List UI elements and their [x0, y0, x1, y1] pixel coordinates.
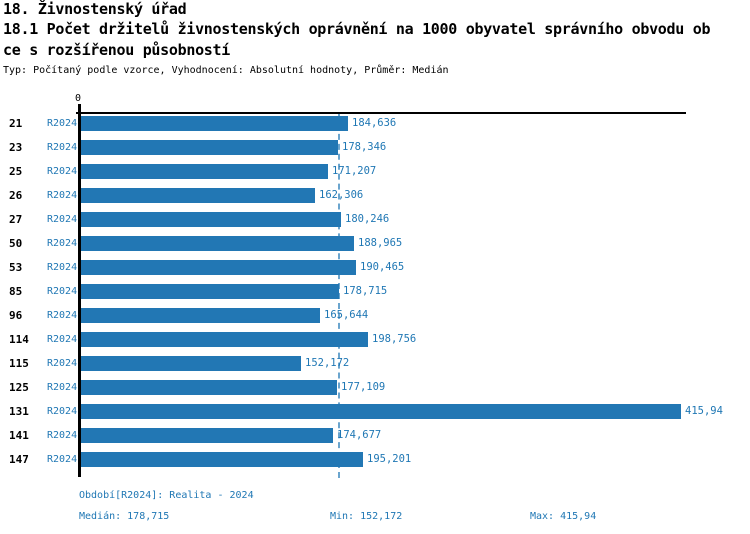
chart-row: 27 R2024 180,246	[0, 212, 750, 227]
series-period-label: R2024	[47, 358, 78, 369]
chart-row: 96 R2024 165,644	[0, 308, 750, 323]
chart-row: 141 R2024 174,677	[0, 428, 750, 443]
category-label: 85	[9, 285, 23, 298]
bar-value-label: 198,756	[372, 333, 417, 345]
bar-value-label: 171,207	[332, 165, 377, 177]
bar-value-label: 188,965	[358, 237, 403, 249]
bar-value-label: 162,306	[319, 189, 364, 201]
series-period-label: R2024	[47, 190, 78, 201]
x-axis-line	[76, 112, 686, 114]
bar[interactable]	[81, 452, 363, 467]
bar-value-label: 152,172	[305, 357, 350, 369]
chart-row: 114 R2024 198,756	[0, 332, 750, 347]
chart-row: 53 R2024 190,465	[0, 260, 750, 275]
series-period-label: R2024	[47, 238, 78, 249]
bar[interactable]	[81, 140, 338, 155]
category-label: 131	[9, 405, 29, 418]
category-label: 26	[9, 189, 23, 202]
series-period-label: R2024	[47, 166, 78, 177]
series-period-label: R2024	[47, 262, 78, 273]
bar[interactable]	[81, 308, 320, 323]
chart-subtitle-line1: 18.1 Počet držitelů živnostenských opráv…	[3, 20, 711, 38]
chart-row: 147 R2024 195,201	[0, 452, 750, 467]
series-period-label: R2024	[47, 430, 78, 441]
chart-row: 50 R2024 188,965	[0, 236, 750, 251]
series-period-label: R2024	[47, 142, 78, 153]
bar-value-label: 180,246	[345, 213, 390, 225]
category-label: 21	[9, 117, 23, 130]
bar[interactable]	[81, 260, 356, 275]
bar[interactable]	[81, 212, 341, 227]
chart-row: 115 R2024 152,172	[0, 356, 750, 371]
bar-value-label: 177,109	[341, 381, 386, 393]
category-label: 27	[9, 213, 23, 226]
chart-row: 23 R2024 178,346	[0, 140, 750, 155]
chart-row: 85 R2024 178,715	[0, 284, 750, 299]
x-axis-origin-label: 0	[75, 93, 82, 104]
max-summary-label: Max: 415,94	[530, 511, 597, 522]
bar[interactable]	[81, 164, 328, 179]
series-period-label: R2024	[47, 454, 78, 465]
chart-row: 125 R2024 177,109	[0, 380, 750, 395]
chart-row: 21 R2024 184,636	[0, 116, 750, 131]
category-label: 96	[9, 309, 23, 322]
bar-value-label: 195,201	[367, 453, 412, 465]
series-period-label: R2024	[47, 310, 78, 321]
chart-row: 131 R2024 415,94	[0, 404, 750, 419]
category-label: 25	[9, 165, 23, 178]
bar-value-label: 178,715	[343, 285, 388, 297]
category-label: 50	[9, 237, 23, 250]
bar-value-label: 178,346	[342, 141, 387, 153]
bar-value-label: 174,677	[337, 429, 382, 441]
category-label: 147	[9, 453, 29, 466]
min-summary-label: Min: 152,172	[330, 511, 403, 522]
category-label: 53	[9, 261, 23, 274]
median-summary-label: Medián: 178,715	[79, 511, 170, 522]
bar[interactable]	[81, 356, 301, 371]
bar[interactable]	[81, 188, 315, 203]
period-label: Období[R2024]: Realita - 2024	[79, 490, 254, 501]
bar[interactable]	[81, 284, 339, 299]
bar[interactable]	[81, 380, 337, 395]
bar[interactable]	[81, 116, 348, 131]
category-label: 115	[9, 357, 29, 370]
chart-row: 26 R2024 162,306	[0, 188, 750, 203]
median-line	[338, 114, 340, 478]
series-period-label: R2024	[47, 334, 78, 345]
bar[interactable]	[81, 404, 681, 419]
chart-meta-line: Typ: Počítaný podle vzorce, Vyhodnocení:…	[3, 65, 449, 76]
chart-subtitle-line2: ce s rozšířenou působností	[3, 41, 231, 59]
bar[interactable]	[81, 332, 368, 347]
y-axis-line	[78, 104, 81, 477]
bar-value-label: 190,465	[360, 261, 405, 273]
bar[interactable]	[81, 236, 354, 251]
category-label: 23	[9, 141, 23, 154]
chart-row: 25 R2024 171,207	[0, 164, 750, 179]
series-period-label: R2024	[47, 286, 78, 297]
bar[interactable]	[81, 428, 333, 443]
bar-value-label: 184,636	[352, 117, 397, 129]
series-period-label: R2024	[47, 118, 78, 129]
bar-value-label: 415,94	[685, 405, 723, 417]
page-title: 18. Živnostenský úřad	[3, 0, 187, 18]
series-period-label: R2024	[47, 382, 78, 393]
series-period-label: R2024	[47, 214, 78, 225]
category-label: 141	[9, 429, 29, 442]
category-label: 125	[9, 381, 29, 394]
series-period-label: R2024	[47, 406, 78, 417]
category-label: 114	[9, 333, 29, 346]
bar-value-label: 165,644	[324, 309, 369, 321]
